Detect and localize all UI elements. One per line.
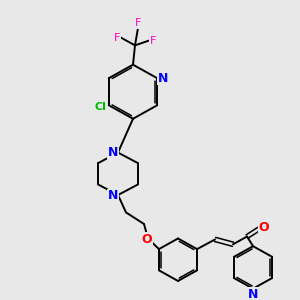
Text: N: N xyxy=(158,72,168,85)
Text: O: O xyxy=(259,221,269,234)
Text: Cl: Cl xyxy=(95,102,107,112)
Text: N: N xyxy=(108,146,118,159)
Text: O: O xyxy=(142,233,152,246)
Text: N: N xyxy=(108,190,118,202)
Text: F: F xyxy=(150,36,156,46)
Text: F: F xyxy=(135,18,141,28)
Text: F: F xyxy=(114,33,120,43)
Text: N: N xyxy=(248,288,258,300)
